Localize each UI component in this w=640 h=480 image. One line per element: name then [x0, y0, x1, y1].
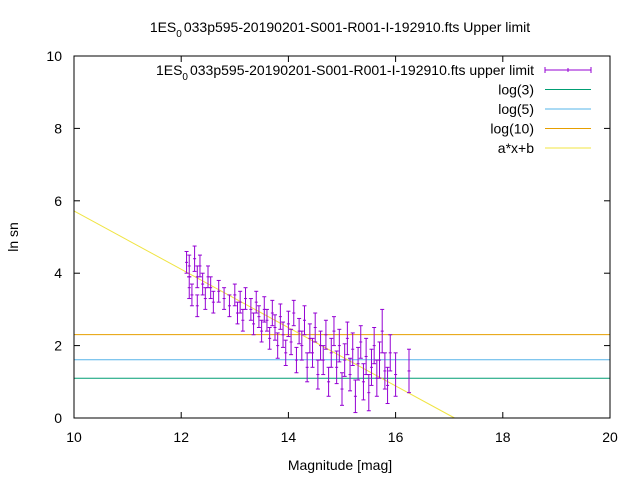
data-point — [208, 276, 213, 300]
legend-label: 1ES0 033p595-20190201-S001-R001-I-192910.… — [156, 62, 534, 83]
data-point — [294, 346, 299, 374]
data-point — [356, 346, 361, 381]
data-point — [264, 308, 269, 332]
data-point — [372, 327, 377, 365]
x-tick-label: 10 — [66, 429, 82, 445]
data-point — [197, 254, 202, 278]
y-tick-label: 0 — [54, 410, 62, 426]
axis-ticks: 10 12 14 16 18 20 0 2 4 6 8 10 — [46, 48, 618, 445]
y-tick-label: 4 — [54, 265, 62, 281]
data-point — [278, 303, 283, 330]
data-point — [299, 330, 304, 361]
chart-title: 1ES0 033p595-20190201-S001-R001-I-192910.… — [150, 19, 530, 40]
y-tick-label: 8 — [54, 120, 62, 136]
data-point — [216, 279, 221, 303]
data-point — [315, 359, 320, 390]
data-point — [184, 250, 189, 274]
data-point — [388, 334, 393, 372]
x-tick-label: 16 — [388, 429, 404, 445]
plot-frame — [73, 55, 611, 419]
legend-entry: log(3) — [498, 82, 591, 98]
data-point — [334, 350, 339, 385]
data-point — [345, 321, 350, 356]
data-point — [321, 345, 326, 376]
legend-entry: a*x+b — [498, 140, 591, 156]
data-point — [235, 301, 240, 325]
data-point — [377, 341, 382, 379]
data-point — [358, 325, 363, 359]
legend-entry: log(5) — [498, 101, 591, 117]
data-point — [243, 287, 248, 310]
plot-area — [73, 210, 610, 419]
data-point — [297, 317, 302, 345]
data-point — [227, 294, 232, 318]
data-point — [238, 290, 243, 314]
data-point — [313, 312, 318, 343]
data-point — [273, 314, 277, 341]
legend-label: log(3) — [498, 82, 534, 98]
data-point — [187, 254, 192, 278]
data-point — [323, 319, 328, 350]
data-point — [291, 299, 296, 327]
data-point — [270, 299, 275, 327]
data-point — [329, 337, 334, 368]
x-tick-label: 14 — [281, 429, 297, 445]
data-point — [256, 305, 261, 328]
data-point — [200, 272, 205, 296]
data-point — [189, 283, 194, 307]
legend-entry: log(10) — [490, 121, 591, 137]
data-point — [192, 245, 197, 272]
legend: 1ES0 033p595-20190201-S001-R001-I-192910.… — [156, 62, 592, 156]
data-point — [331, 316, 336, 347]
legend-entry: 1ES0 033p595-20190201-S001-R001-I-192910.… — [156, 62, 592, 83]
data-point — [289, 328, 294, 356]
data-point — [385, 366, 390, 405]
y-tick-label: 10 — [46, 48, 62, 64]
data-point — [275, 332, 280, 359]
y-axis-label: ln sn — [5, 222, 21, 252]
data-point — [302, 305, 307, 336]
data-point — [281, 321, 286, 348]
data-point — [366, 374, 371, 412]
legend-label: log(5) — [498, 101, 534, 117]
data-point — [267, 327, 272, 350]
data-point — [222, 287, 227, 310]
data-point — [350, 332, 355, 367]
errorbar-series — [184, 245, 411, 414]
data-point — [407, 348, 411, 394]
y-tick-label: 6 — [54, 193, 62, 209]
data-point — [283, 339, 288, 367]
x-axis-label: Magnitude [mag] — [288, 457, 392, 473]
data-point — [337, 328, 342, 363]
data-point — [380, 308, 385, 354]
data-point — [342, 343, 347, 377]
data-point — [393, 352, 398, 397]
data-point — [286, 310, 291, 338]
legend-label: a*x+b — [498, 140, 534, 156]
data-point — [318, 330, 323, 361]
data-point — [310, 337, 315, 368]
x-tick-label: 20 — [602, 429, 618, 445]
data-point — [248, 298, 253, 321]
legend-label: log(10) — [490, 121, 534, 137]
data-point — [211, 290, 216, 314]
data-point — [369, 348, 374, 386]
y-tick-label: 2 — [54, 338, 62, 354]
data-point — [382, 352, 387, 390]
x-tick-label: 18 — [495, 429, 511, 445]
data-point — [340, 372, 344, 406]
data-point — [232, 283, 237, 307]
x-tick-label: 12 — [173, 429, 189, 445]
data-point — [254, 290, 259, 314]
data-point — [195, 294, 200, 318]
data-point — [348, 357, 353, 392]
data-point — [259, 319, 264, 343]
data-point — [361, 363, 366, 401]
